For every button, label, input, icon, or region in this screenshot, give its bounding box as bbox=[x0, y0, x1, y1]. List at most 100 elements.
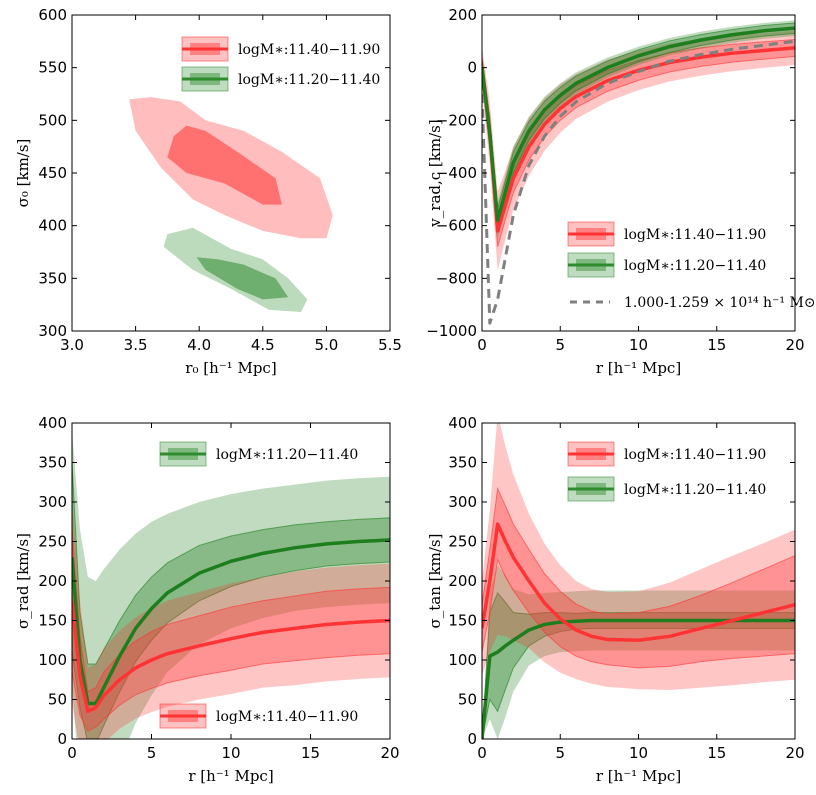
y-tick-label: 300 bbox=[448, 493, 477, 511]
y-tick-label: 200 bbox=[448, 6, 477, 24]
y-tick-label: −400 bbox=[436, 164, 477, 182]
x-tick-label: 10 bbox=[221, 744, 240, 762]
y-tick-label: 500 bbox=[38, 111, 67, 129]
red-outer-band bbox=[482, 30, 795, 271]
red-inner-contour bbox=[167, 125, 282, 205]
green-outer-band bbox=[482, 20, 795, 239]
green-outer-band bbox=[72, 430, 390, 739]
panel-top-right: 0 5 10 15 20 −1000 −800 −600 −400 −200 0 200 r [h⁻¹ … bbox=[426, 6, 816, 377]
legend-entry: 1.000-1.259 × 10¹⁴ h⁻¹ M⊙ bbox=[570, 295, 816, 311]
plot-area bbox=[482, 423, 795, 739]
green-median-line bbox=[72, 538, 390, 706]
y-tick-label: 150 bbox=[448, 612, 477, 630]
x-tick-label: 15 bbox=[301, 744, 320, 762]
y-tick-label: 400 bbox=[38, 217, 67, 235]
y-tick-label: 150 bbox=[38, 612, 67, 630]
legend-label: logM∗:11.20−11.40 bbox=[624, 258, 766, 274]
y-tick-label: 350 bbox=[448, 454, 477, 472]
x-tick-label: 10 bbox=[629, 336, 648, 354]
x-tick-label: 15 bbox=[707, 336, 726, 354]
y-axis-label: σ₀ [km/s] bbox=[14, 139, 32, 208]
x-tick-label: 15 bbox=[707, 744, 726, 762]
legend-entry: logM∗:11.40−11.90 bbox=[181, 36, 380, 62]
y-tick-label: 100 bbox=[448, 651, 477, 669]
x-tick-label: 0 bbox=[67, 744, 77, 762]
legend-label: logM∗:11.40−11.90 bbox=[216, 709, 358, 725]
y-tick-label: 250 bbox=[38, 533, 67, 551]
x-tick-label: 5 bbox=[555, 744, 565, 762]
red-outer-band bbox=[72, 498, 390, 739]
x-axis-label: r₀ [h⁻¹ Mpc] bbox=[185, 359, 276, 377]
y-tick-label: 350 bbox=[38, 269, 67, 287]
y-tick-label: 0 bbox=[467, 730, 477, 748]
plot-area bbox=[482, 20, 795, 325]
legend-entry: logM∗:11.40−11.90 bbox=[567, 221, 766, 247]
legend-label: logM∗:11.40−11.90 bbox=[624, 227, 766, 243]
x-tick-label: 4.5 bbox=[251, 336, 275, 354]
legend-entry: logM∗:11.20−11.40 bbox=[567, 476, 766, 502]
legend-entry: logM∗:11.40−11.90 bbox=[567, 441, 766, 467]
y-tick-label: 550 bbox=[38, 59, 67, 77]
green-inner-contour bbox=[196, 257, 289, 300]
legend-entry: logM∗:11.20−11.40 bbox=[159, 441, 358, 467]
y-axis-label: v_rad,c [km/s] bbox=[426, 119, 444, 227]
x-axis-label: r [h⁻¹ Mpc] bbox=[596, 359, 681, 377]
y-tick-label: 600 bbox=[38, 6, 67, 24]
y-tick-label: 350 bbox=[38, 454, 67, 472]
red-median-line bbox=[482, 522, 795, 642]
y-tick-label: 450 bbox=[38, 164, 67, 182]
green-outer-band bbox=[482, 565, 795, 739]
y-axis-label: σ_rad [km/s] bbox=[14, 533, 32, 629]
x-tick-label: 20 bbox=[785, 336, 804, 354]
y-tick-label: 50 bbox=[48, 691, 67, 709]
x-tick-label: 0 bbox=[477, 744, 487, 762]
x-tick-label: 5 bbox=[555, 336, 565, 354]
x-tick-label: 20 bbox=[380, 744, 399, 762]
legend-entry: logM∗:11.40−11.90 bbox=[159, 703, 358, 729]
legend-label: logM∗:11.20−11.40 bbox=[238, 72, 380, 88]
legend-label: logM∗:11.40−11.90 bbox=[238, 42, 380, 58]
x-tick-label: 3.5 bbox=[124, 336, 148, 354]
y-tick-label: 300 bbox=[38, 493, 67, 511]
legend-entry: logM∗:11.20−11.40 bbox=[181, 66, 380, 92]
legend-label: logM∗:11.20−11.40 bbox=[216, 447, 358, 463]
red-median-line bbox=[482, 46, 795, 233]
y-tick-label: −800 bbox=[436, 269, 477, 287]
plot-area bbox=[129, 97, 333, 313]
green-inner-band bbox=[482, 22, 795, 233]
plot-area bbox=[72, 430, 390, 739]
y-tick-label: 0 bbox=[57, 730, 67, 748]
x-tick-label: 5.0 bbox=[314, 336, 338, 354]
x-tick-label: 10 bbox=[629, 744, 648, 762]
x-tick-label: 3.0 bbox=[60, 336, 84, 354]
y-tick-label: 200 bbox=[448, 572, 477, 590]
y-tick-label: −600 bbox=[436, 217, 477, 235]
x-tick-label: 4.0 bbox=[187, 336, 211, 354]
legend-label: logM∗:11.20−11.40 bbox=[624, 482, 766, 498]
y-tick-label: 250 bbox=[448, 533, 477, 551]
x-tick-label: 5.5 bbox=[378, 336, 402, 354]
y-tick-label: 200 bbox=[38, 572, 67, 590]
x-tick-label: 5 bbox=[147, 744, 157, 762]
green-median-line bbox=[482, 26, 795, 223]
legend-label: 1.000-1.259 × 10¹⁴ h⁻¹ M⊙ bbox=[624, 295, 816, 311]
y-tick-label: 100 bbox=[38, 651, 67, 669]
x-axis-label: r [h⁻¹ Mpc] bbox=[596, 767, 681, 785]
y-tick-label: 400 bbox=[448, 414, 477, 432]
x-tick-label: 20 bbox=[785, 744, 804, 762]
y-tick-label: 300 bbox=[38, 322, 67, 340]
y-tick-label: 50 bbox=[458, 691, 477, 709]
x-axis-label: r [h⁻¹ Mpc] bbox=[188, 767, 273, 785]
halo-median-line bbox=[482, 39, 795, 325]
legend-entry: logM∗:11.20−11.40 bbox=[567, 252, 766, 278]
y-tick-label: 0 bbox=[467, 59, 477, 77]
green-inner-band bbox=[482, 591, 795, 739]
y-tick-label: −1000 bbox=[426, 322, 477, 340]
panel-top-left: 3.0 3.5 4.0 4.5 5.0 5.5 300 350 400 450 500 550 600 r… bbox=[14, 6, 402, 377]
y-tick-label: −200 bbox=[436, 111, 477, 129]
y-axis-label: σ_tan [km/s] bbox=[426, 534, 444, 629]
green-median-line bbox=[482, 618, 795, 739]
